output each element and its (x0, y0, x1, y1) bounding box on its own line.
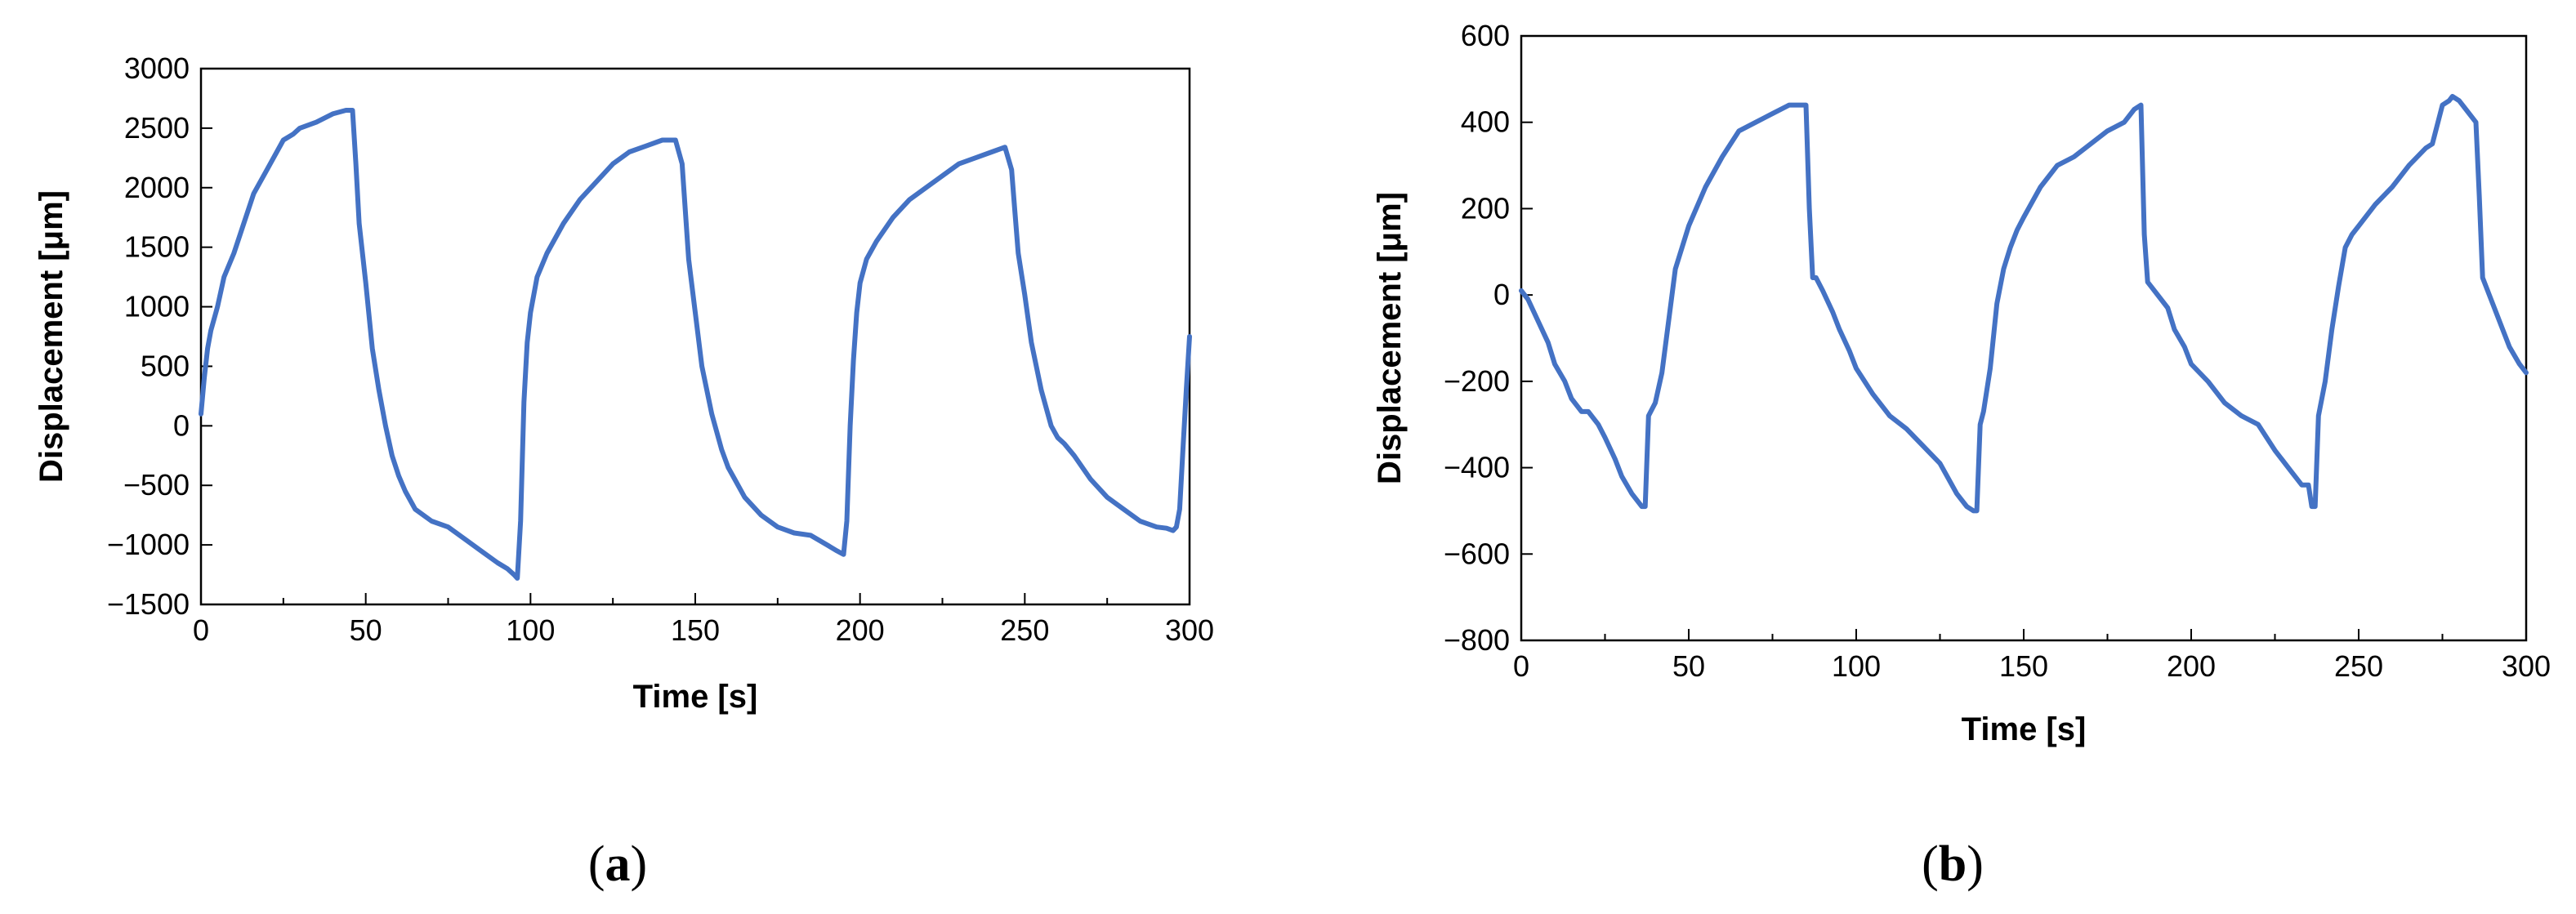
y-tick-label: 2500 (124, 111, 190, 145)
plot-frame-a (199, 67, 1191, 606)
panel-label-a-close: ) (631, 836, 648, 892)
series-line-b (1519, 94, 2529, 514)
y-tick-label: −500 (123, 468, 190, 502)
chart-panel-b: 0 50 100 150 200 250 300 −800 −600 −400 −200 0 200 4… (1372, 19, 2551, 892)
x-tick-label: 150 (1999, 649, 2048, 683)
x-axis-b: 0 50 100 150 200 250 300 (1513, 629, 2551, 683)
y-axis-title-a: Displacement [μm] (33, 190, 69, 483)
panel-label-b: (b) (1922, 836, 1984, 892)
panel-label-a: (a) (588, 836, 647, 892)
x-tick-label: 200 (836, 613, 885, 647)
y-tick-label: 2000 (124, 171, 190, 204)
plot-frame-b (1520, 34, 2528, 642)
x-tick-label: 100 (506, 613, 555, 647)
x-tick-label: 0 (1513, 649, 1529, 683)
x-axis-title-a: Time [s] (633, 679, 758, 715)
x-tick-label: 200 (2167, 649, 2216, 683)
x-axis-title-b: Time [s] (1962, 711, 2087, 747)
panel-label-a-open: ( (588, 836, 605, 892)
y-tick-label: 400 (1461, 105, 1510, 139)
panel-label-a-letter: a (605, 836, 631, 892)
y-tick-label: −200 (1444, 364, 1510, 398)
x-tick-label: 0 (193, 613, 209, 647)
y-tick-label: 0 (173, 408, 190, 442)
y-tick-label: 500 (141, 349, 190, 382)
y-tick-label: 1000 (124, 290, 190, 323)
y-tick-label: 3000 (124, 51, 190, 85)
chart-panel-a: 0 50 100 150 200 250 300 −1500 −1000 −500 0 500 100… (33, 51, 1214, 892)
panel-label-b-open: ( (1922, 836, 1939, 892)
x-tick-label: 250 (2334, 649, 2383, 683)
x-tick-label: 250 (1000, 613, 1049, 647)
panel-label-b-letter: b (1939, 836, 1967, 892)
x-tick-label: 50 (1672, 649, 1705, 683)
y-tick-label: −800 (1444, 623, 1510, 657)
series-line-a (199, 108, 1192, 581)
y-axis-title-b: Displacement [μm] (1372, 192, 1408, 484)
x-tick-label: 100 (1832, 649, 1881, 683)
y-tick-label: −1000 (107, 528, 190, 561)
y-tick-label: 1500 (124, 230, 190, 264)
panel-label-b-close: ) (1967, 836, 1984, 892)
x-tick-label: 50 (350, 613, 382, 647)
y-axis-a: −1500 −1000 −500 0 500 1000 1500 2000 2500 3000 (107, 51, 212, 621)
x-axis-a: 0 50 100 150 200 250 300 (193, 593, 1214, 647)
y-tick-label: −400 (1444, 451, 1510, 484)
y-tick-label: 200 (1461, 191, 1510, 225)
y-axis-b: −800 −600 −400 −200 0 200 400 600 (1444, 19, 1533, 657)
y-tick-label: −600 (1444, 537, 1510, 570)
x-tick-label: 150 (671, 613, 720, 647)
y-tick-label: 0 (1493, 278, 1510, 311)
x-tick-label: 300 (2502, 649, 2551, 683)
x-tick-label: 300 (1165, 613, 1214, 647)
y-tick-label: −1500 (107, 587, 190, 621)
y-tick-label: 600 (1461, 19, 1510, 52)
